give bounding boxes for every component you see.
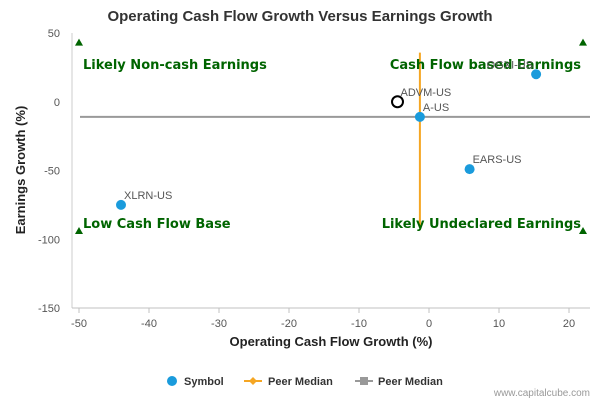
quadrant-triangle-icon bbox=[75, 38, 83, 46]
legend-label-peer-median-y: Peer Median bbox=[378, 376, 443, 388]
chart-title: Operating Cash Flow Growth Versus Earnin… bbox=[107, 8, 492, 25]
legend-label-peer-median-x: Peer Median bbox=[268, 376, 333, 388]
point-label: XLRN-US bbox=[124, 190, 172, 202]
quadrant-triangle-icon bbox=[75, 227, 83, 234]
quadrant-label-top-right: Cash Flow based Earnings bbox=[390, 58, 581, 73]
x-axis-title: Operating Cash Flow Growth (%) bbox=[230, 334, 433, 349]
y-tick-label: -100 bbox=[38, 234, 60, 246]
data-point[interactable] bbox=[531, 69, 542, 80]
y-axis-title: Earnings Growth (%) bbox=[13, 106, 28, 235]
quadrant-label-bottom-right: Likely Undeclared Earnings bbox=[382, 217, 582, 232]
point-label: EARS-US bbox=[473, 154, 522, 166]
y-tick-label: 50 bbox=[48, 28, 60, 40]
legend: Symbol Peer Median Peer Median bbox=[167, 376, 443, 388]
quadrant-label-bottom-left: Low Cash Flow Base bbox=[83, 217, 231, 232]
credit-text: www.capitalcube.com bbox=[493, 388, 590, 399]
legend-label-symbol: Symbol bbox=[184, 376, 224, 388]
data-point[interactable] bbox=[464, 164, 475, 175]
x-tick-label: 20 bbox=[563, 318, 575, 330]
legend-square-icon bbox=[360, 377, 368, 385]
x-tick-label: -50 bbox=[71, 318, 87, 330]
x-tick-label: 0 bbox=[426, 318, 432, 330]
data-point[interactable] bbox=[116, 199, 126, 210]
quadrant-triangle-icon bbox=[579, 227, 587, 234]
y-tick-label: -150 bbox=[38, 303, 60, 315]
legend-item-peer-median-y[interactable]: Peer Median bbox=[355, 376, 443, 388]
legend-diamond-icon bbox=[249, 377, 257, 385]
data-point-highlight[interactable] bbox=[391, 95, 404, 109]
x-tick-label: 10 bbox=[493, 318, 505, 330]
point-label: ADVM-US bbox=[401, 87, 452, 99]
quadrant-label-top-left: Likely Non-cash Earnings bbox=[83, 58, 267, 73]
legend-dot-icon bbox=[167, 376, 177, 386]
data-point[interactable] bbox=[414, 111, 425, 122]
legend-item-peer-median-x[interactable]: Peer Median bbox=[244, 376, 333, 388]
data-points: OGXI-US ADVM-US A-US EARS-US XLRN-US bbox=[116, 59, 542, 210]
y-tick-label: 0 bbox=[54, 97, 60, 109]
x-tick-label: -10 bbox=[351, 318, 367, 330]
y-tick-labels: 50 0 -50 -100 -150 bbox=[38, 28, 60, 315]
quadrant-markers bbox=[75, 38, 587, 234]
point-label: A-US bbox=[423, 102, 449, 114]
x-tick-label: -30 bbox=[211, 318, 227, 330]
x-tick-label: -40 bbox=[141, 318, 157, 330]
legend-item-symbol[interactable]: Symbol bbox=[167, 376, 224, 388]
x-tick-label: -20 bbox=[281, 318, 297, 330]
quadrant-triangle-icon bbox=[579, 38, 587, 46]
point-label: OGXI-US bbox=[487, 59, 533, 71]
y-tick-label: -50 bbox=[44, 166, 60, 178]
x-tick-labels: -50 -40 -30 -20 -10 0 10 20 bbox=[71, 308, 575, 330]
